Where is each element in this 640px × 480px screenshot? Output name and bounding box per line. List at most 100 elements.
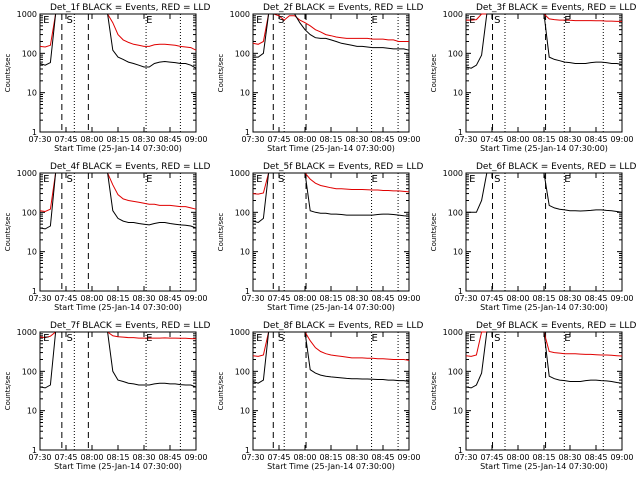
y-tick-label: 1000: [17, 10, 37, 19]
x-tick-label: 09:00: [610, 453, 633, 462]
x-tick-label: 08:00: [293, 135, 316, 144]
marker-label: S: [67, 174, 73, 185]
y-axis-label: Counts/sec: [4, 372, 12, 411]
y-tick-label: 100: [235, 208, 250, 217]
x-tick-label: 07:30: [241, 453, 264, 462]
y-tick-label: 1: [32, 128, 37, 137]
marker-label: E: [469, 333, 475, 344]
marker-label: E: [43, 15, 49, 26]
marker-label: E: [43, 174, 49, 185]
x-axis-label: Start Time (25-Jan-14 07:30:00): [267, 303, 395, 312]
x-axis-label: Start Time (25-Jan-14 07:30:00): [54, 144, 182, 153]
x-tick-label: 09:00: [184, 453, 207, 462]
y-tick-label: 1: [245, 446, 250, 455]
x-axis-label: Start Time (25-Jan-14 07:30:00): [267, 144, 395, 153]
chart-panel-2: Det_2f BLACK = Events, RED = LLD 1 10 100 10…: [217, 3, 423, 153]
x-tick-label: 08:15: [319, 294, 342, 303]
y-axis-label: Counts/sec: [4, 213, 12, 252]
x-tick-label: 08:00: [80, 135, 103, 144]
series-line-black: [39, 331, 197, 389]
chart-panel-7: Det_7f BLACK = Events, RED = LLD 1 10 100 10…: [4, 321, 210, 471]
plot-frame: [465, 13, 623, 133]
y-tick-label: 1: [245, 128, 250, 137]
x-tick-label: 09:00: [184, 294, 207, 303]
series-line-black: [252, 172, 410, 224]
marker-label: E: [469, 15, 475, 26]
chart-title: Det_4f BLACK = Events, RED = LLD: [50, 162, 210, 172]
y-tick-label: 10: [453, 407, 463, 416]
y-axis-label: Counts/sec: [217, 54, 225, 93]
x-tick-label: 09:00: [610, 135, 633, 144]
marker-label: E: [43, 333, 49, 344]
x-tick-label: 07:30: [241, 135, 264, 144]
marker-label: E: [372, 333, 378, 344]
series-line-black: [253, 13, 410, 58]
marker-label: S: [278, 15, 284, 26]
x-tick-label: 08:45: [371, 294, 394, 303]
x-tick-label: 08:00: [80, 294, 103, 303]
y-tick-label: 10: [27, 248, 37, 257]
y-tick-label: 1000: [443, 10, 463, 19]
x-tick-label: 09:00: [397, 453, 420, 462]
y-tick-label: 1000: [17, 328, 37, 337]
y-tick-label: 100: [22, 367, 37, 376]
x-tick-label: 08:15: [532, 294, 555, 303]
marker-label: E: [564, 333, 570, 344]
x-tick-label: 07:45: [267, 294, 290, 303]
y-tick-label: 1: [458, 287, 463, 296]
x-tick-label: 07:30: [28, 135, 51, 144]
y-tick-label: 100: [235, 367, 250, 376]
chart-title: Det_7f BLACK = Events, RED = LLD: [50, 321, 210, 331]
x-tick-label: 08:00: [293, 294, 316, 303]
y-tick-label: 1: [458, 128, 463, 137]
y-tick-label: 1: [245, 287, 250, 296]
x-tick-label: 08:45: [158, 453, 181, 462]
series-line-black: [466, 172, 623, 213]
x-tick-label: 08:45: [371, 135, 394, 144]
x-tick-label: 08:45: [584, 135, 607, 144]
marker-label: S: [67, 15, 73, 26]
y-tick-label: 100: [448, 208, 463, 217]
marker-label: S: [278, 333, 284, 344]
y-tick-label: 100: [22, 208, 37, 217]
marker-label: E: [372, 15, 378, 26]
x-tick-label: 08:30: [345, 453, 368, 462]
y-axis-label: Counts/sec: [430, 54, 438, 93]
x-tick-label: 07:30: [28, 294, 51, 303]
x-tick-label: 09:00: [397, 135, 420, 144]
y-tick-label: 1: [32, 446, 37, 455]
x-tick-label: 08:00: [506, 453, 529, 462]
x-tick-label: 08:00: [80, 453, 103, 462]
marker-label: E: [564, 15, 570, 26]
y-tick-label: 10: [27, 89, 37, 98]
y-tick-label: 1000: [443, 328, 463, 337]
marker-label: E: [469, 174, 475, 185]
x-axis-label: Start Time (25-Jan-14 07:30:00): [480, 144, 608, 153]
chart-title: Det_3f BLACK = Events, RED = LLD: [476, 3, 636, 13]
x-tick-label: 08:15: [532, 453, 555, 462]
x-tick-label: 08:45: [371, 453, 394, 462]
chart-title: Det_2f BLACK = Events, RED = LLD: [263, 3, 423, 13]
y-tick-label: 10: [453, 248, 463, 257]
x-tick-label: 09:00: [184, 135, 207, 144]
series-line-red: [39, 13, 197, 51]
y-axis-label: Counts/sec: [430, 372, 438, 411]
series-line-red: [39, 172, 197, 213]
x-tick-label: 08:30: [132, 294, 155, 303]
marker-label: S: [494, 174, 500, 185]
y-tick-label: 1000: [17, 169, 37, 178]
y-tick-label: 10: [240, 407, 250, 416]
marker-label: E: [256, 174, 262, 185]
plot-frame: [39, 331, 197, 451]
x-tick-label: 07:30: [241, 294, 264, 303]
x-tick-label: 08:15: [319, 135, 342, 144]
x-tick-label: 07:45: [480, 135, 503, 144]
y-tick-label: 1: [458, 446, 463, 455]
x-tick-label: 08:45: [158, 294, 181, 303]
series-line-black: [252, 331, 410, 384]
x-tick-label: 08:30: [558, 294, 581, 303]
x-axis-label: Start Time (25-Jan-14 07:30:00): [267, 462, 395, 471]
x-tick-label: 08:45: [584, 453, 607, 462]
x-tick-label: 09:00: [397, 294, 420, 303]
